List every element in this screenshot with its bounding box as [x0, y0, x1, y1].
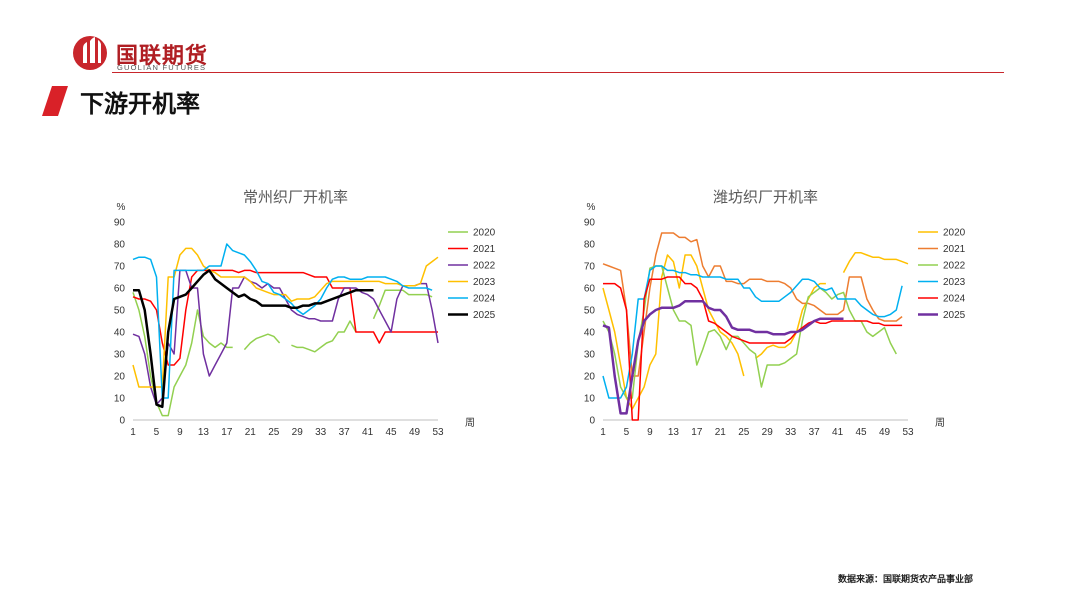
- series-line-2023: [132, 247, 439, 388]
- x-tick-label: 45: [856, 427, 868, 438]
- brand-subtitle: GUOLIAN FUTURES: [117, 63, 207, 72]
- legend-label: 2020: [943, 228, 966, 239]
- x-tick-label: 49: [409, 427, 421, 438]
- x-tick-label: 17: [221, 427, 233, 438]
- weifang-chart-svg: 潍坊织厂开机率% 0 10 20 30 40 50 60 70 80 90 1 5 9 13 17 21 25 29…: [584, 189, 966, 438]
- legend-label: 2025: [943, 310, 966, 321]
- x-tick-label: 49: [879, 427, 891, 438]
- y-axis-unit: %: [117, 202, 126, 213]
- series-line-2024: [132, 243, 433, 399]
- changzhou-chart: 常州织厂开机率% 0 10 20 30 40 50 60 70 80 90 1 5 9 13 17 21 25 29…: [105, 180, 525, 454]
- series-line-2025: [133, 269, 374, 409]
- x-tick-label: 37: [809, 427, 821, 438]
- series-line-2024: [603, 276, 903, 421]
- series-line-2020: [132, 289, 433, 417]
- x-tick-label: 9: [647, 427, 653, 438]
- series-line-2022: [602, 265, 897, 399]
- x-tick-label: 29: [292, 427, 304, 438]
- y-tick-label: 30: [584, 350, 596, 361]
- y-tick-label: 30: [114, 350, 126, 361]
- y-tick-label: 10: [114, 394, 126, 405]
- legend-label: 2025: [473, 310, 496, 321]
- weifang-chart: 潍坊织厂开机率% 0 10 20 30 40 50 60 70 80 90 1 5 9 13 17 21 25 29…: [575, 180, 995, 454]
- x-tick-label: 5: [154, 427, 160, 438]
- chart-title: 潍坊织厂开机率: [713, 189, 818, 206]
- x-tick-label: 33: [315, 427, 327, 438]
- y-tick-label: 80: [114, 240, 126, 251]
- y-tick-label: 0: [589, 416, 595, 427]
- y-tick-label: 70: [584, 262, 596, 273]
- y-tick-label: 70: [114, 262, 126, 273]
- x-tick-label: 53: [902, 427, 914, 438]
- y-tick-label: 50: [584, 306, 596, 317]
- y-tick-label: 60: [114, 284, 126, 295]
- x-tick-label: 13: [198, 427, 210, 438]
- x-tick-label: 17: [691, 427, 703, 438]
- y-tick-label: 0: [119, 416, 125, 427]
- x-tick-label: 33: [785, 427, 797, 438]
- y-tick-label: 90: [114, 218, 126, 229]
- changzhou-chart-svg: 常州织厂开机率% 0 10 20 30 40 50 60 70 80 90 1 5 9 13 17 21 25 29…: [114, 189, 496, 438]
- legend-label: 2021: [473, 244, 496, 255]
- brand-name: 国联期货: [116, 44, 209, 69]
- series-line-2021: [132, 269, 438, 366]
- x-tick-label: 1: [130, 427, 136, 438]
- y-axis-unit: %: [587, 202, 596, 213]
- x-tick-label: 5: [624, 427, 630, 438]
- chart-title: 常州织厂开机率: [243, 189, 348, 206]
- y-tick-label: 50: [114, 306, 126, 317]
- data-source-note: 数据来源：国联期货农产品事业部: [838, 575, 974, 585]
- y-tick-label: 40: [114, 328, 126, 339]
- legend-label: 2020: [473, 228, 496, 239]
- x-tick-label: 41: [362, 427, 374, 438]
- x-tick-label: 9: [177, 427, 183, 438]
- x-tick-label: 45: [386, 427, 398, 438]
- y-tick-label: 20: [584, 372, 596, 383]
- x-axis-unit: 周: [465, 417, 475, 429]
- page-title: 下游开机率: [80, 90, 200, 118]
- x-tick-label: 37: [339, 427, 351, 438]
- y-tick-label: 60: [584, 284, 596, 295]
- title-accent-icon: [42, 86, 68, 116]
- legend-label: 2023: [943, 277, 966, 288]
- y-tick-label: 20: [114, 372, 126, 383]
- legend-label: 2024: [943, 294, 966, 305]
- y-tick-label: 40: [584, 328, 596, 339]
- x-axis-unit: 周: [935, 417, 945, 429]
- legend-label: 2021: [943, 244, 966, 255]
- x-tick-label: 1: [600, 427, 606, 438]
- company-logo-icon: [73, 36, 107, 70]
- x-tick-label: 25: [268, 427, 280, 438]
- x-tick-label: 13: [668, 427, 680, 438]
- series-line-2021: [602, 232, 903, 377]
- x-tick-label: 53: [432, 427, 444, 438]
- x-tick-label: 29: [762, 427, 774, 438]
- legend-label: 2022: [473, 261, 496, 272]
- x-tick-label: 25: [738, 427, 750, 438]
- x-tick-label: 21: [245, 427, 257, 438]
- legend-label: 2023: [473, 277, 496, 288]
- legend-label: 2024: [473, 294, 496, 305]
- series-line-2023: [602, 265, 903, 399]
- x-tick-label: 41: [832, 427, 844, 438]
- header-divider: [112, 72, 1004, 73]
- y-tick-label: 80: [584, 240, 596, 251]
- y-tick-label: 10: [584, 394, 596, 405]
- series-line-2025: [602, 299, 844, 415]
- x-tick-label: 21: [715, 427, 727, 438]
- legend-label: 2022: [943, 261, 966, 272]
- y-tick-label: 90: [584, 218, 596, 229]
